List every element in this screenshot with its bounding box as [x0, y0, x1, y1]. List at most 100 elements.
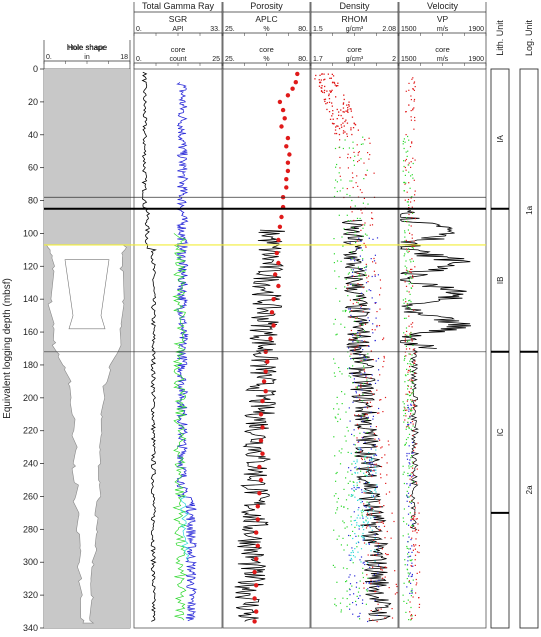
- vel-core-point-green: [402, 594, 404, 596]
- vel-core-point-green: [411, 591, 413, 593]
- den-core-point-red: [388, 587, 390, 589]
- vel-core-point-green: [407, 388, 409, 390]
- den-core-point-green: [342, 147, 344, 150]
- vel-core-point-green: [408, 496, 410, 498]
- vel-core-point-blue: [407, 404, 409, 406]
- den-core-point-green: [346, 426, 348, 428]
- den-core-point-green: [357, 266, 359, 268]
- den-core-point-red: [318, 79, 320, 81]
- den-core-point-red: [336, 118, 338, 120]
- den-core-point-blue: [372, 581, 374, 583]
- vel-core-point-blue: [411, 592, 413, 594]
- den-core-point-red: [360, 305, 362, 307]
- den-core-point-blue: [360, 449, 362, 451]
- vel-core-point-red: [413, 179, 415, 181]
- den-core-point-red: [349, 299, 351, 301]
- den-core-point-red: [360, 360, 362, 362]
- den-core-point-blue: [361, 489, 363, 491]
- den-core-point-cyan: [371, 492, 373, 494]
- vel-core-point-red: [415, 592, 417, 594]
- den-core-point-red: [352, 177, 354, 179]
- vel-core-point-red: [411, 537, 413, 539]
- gr-core-curve-cyan: [180, 496, 190, 561]
- den-core-point-blue: [352, 271, 354, 273]
- den-core-point-green: [361, 512, 363, 514]
- den-core-point-green: [344, 435, 346, 437]
- vel-core-point-blue: [407, 492, 410, 494]
- den-core-point-red: [388, 444, 390, 446]
- den-core-point-green: [352, 365, 354, 367]
- den-core-point-green: [339, 602, 342, 604]
- den-core-point-red: [380, 477, 382, 479]
- den-core-point-cyan: [352, 555, 355, 557]
- vel-core-point-green: [412, 382, 414, 384]
- vel-core-point-blue: [408, 505, 410, 507]
- den-core-point-red: [362, 286, 364, 289]
- vel-core-point-blue: [409, 475, 411, 477]
- vel-core-point-red: [411, 245, 413, 248]
- scale-min-hole: 0.: [46, 54, 52, 61]
- den-core-point-green: [349, 603, 351, 605]
- den-core-point-green: [339, 300, 341, 302]
- den-core-point-red: [370, 391, 372, 393]
- vel-core-point-blue: [406, 500, 408, 502]
- den-core-point-green: [334, 362, 336, 364]
- den-core-point-green: [354, 320, 356, 322]
- den-core-point-red: [388, 491, 391, 493]
- den-core-point-blue: [376, 326, 378, 328]
- den-core-point-cyan: [370, 495, 373, 497]
- den-core-point-green: [345, 499, 348, 501]
- den-core-point-green: [343, 549, 345, 551]
- den-core-point-green: [333, 253, 335, 255]
- den-core-point-green: [335, 605, 337, 607]
- vel-log-curve-lower: [410, 348, 420, 530]
- vel-core-point-blue: [411, 590, 413, 592]
- den-core-point-red: [382, 366, 384, 368]
- den-core-point-green: [359, 432, 361, 434]
- vel-core-point-green: [408, 164, 410, 166]
- den-core-point-green: [357, 591, 360, 593]
- vel-core-point-green: [408, 139, 410, 141]
- vel-core-point-blue: [407, 560, 409, 562]
- vel-core-point-green: [410, 590, 412, 592]
- den-core-point-green: [364, 233, 367, 235]
- den-core-point-red: [333, 123, 335, 125]
- den-core-point-blue: [360, 240, 362, 242]
- den-core-point-red: [366, 574, 368, 576]
- den-core-point-green: [336, 471, 338, 474]
- vel-core-point-red: [406, 330, 408, 332]
- den-core-point-blue: [355, 390, 357, 392]
- vel-core-point-red: [410, 413, 412, 415]
- den-core-point-green: [353, 490, 355, 492]
- den-core-point-red: [355, 182, 357, 184]
- den-core-point-red: [377, 603, 379, 605]
- por-core-point: [255, 517, 260, 522]
- den-core-point-blue: [369, 308, 371, 310]
- vel-core-point-red: [405, 301, 407, 303]
- vel-core-point-red: [416, 468, 418, 470]
- den-core-point-blue: [358, 237, 360, 239]
- den-core-point-blue: [351, 433, 353, 435]
- vel-core-point-red: [415, 538, 417, 540]
- den-core-point-blue: [358, 507, 360, 509]
- den-core-point-green: [351, 199, 353, 202]
- den-core-point-red: [365, 174, 367, 176]
- den-core-point-green: [335, 166, 337, 168]
- vel-core-point-red: [416, 551, 419, 553]
- den-core-point-red: [347, 111, 349, 113]
- por-core-point: [260, 425, 265, 430]
- den-core-point-blue: [364, 505, 366, 507]
- den-core-point-cyan: [362, 537, 364, 539]
- den-core-point-red: [379, 473, 382, 475]
- scale-min-den: 1.5: [313, 26, 323, 33]
- vel-core-point-red: [414, 447, 416, 449]
- den-core-point-cyan: [369, 458, 371, 460]
- den-core-point-red: [379, 439, 381, 441]
- depth-tick-label: 300: [23, 557, 38, 567]
- vel-core-point-green: [411, 277, 413, 280]
- den-core-point-blue: [374, 599, 376, 601]
- vel-core-point-blue: [410, 575, 412, 578]
- vel-core-point-green: [403, 471, 405, 473]
- den-core-point-cyan: [373, 510, 375, 512]
- den-core-point-blue: [352, 269, 354, 271]
